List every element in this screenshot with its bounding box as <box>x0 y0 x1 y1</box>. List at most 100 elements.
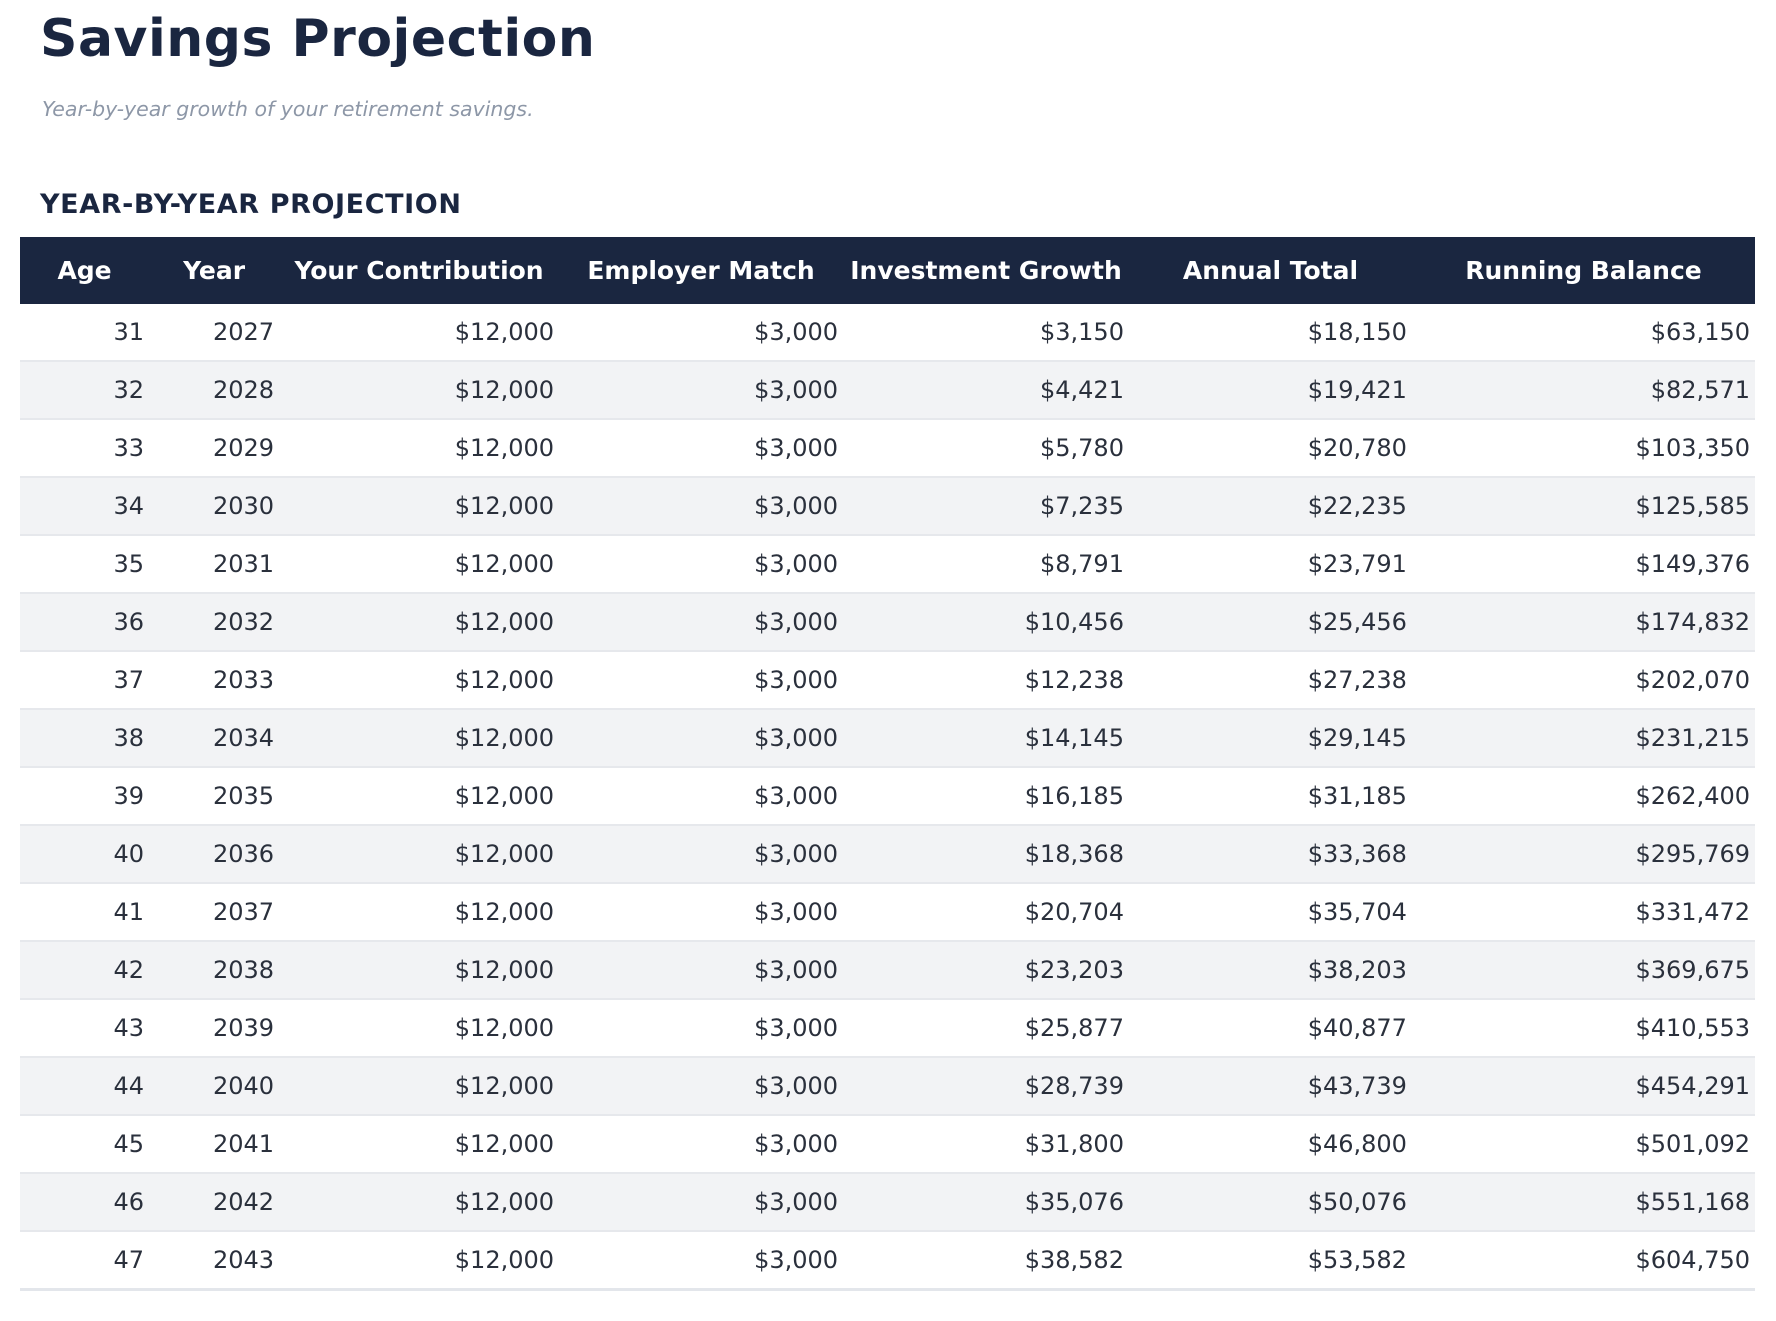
table-cell: $20,704 <box>843 883 1129 943</box>
table-row: 40 2036 $12,000 $3,000 $18,368 $33,368 $295,76… <box>20 825 1755 885</box>
table-cell: $3,000 <box>559 999 844 1059</box>
table-cell: $14,145 <box>843 709 1129 769</box>
column-header-investment-growth: Investment Growth <box>843 237 1129 305</box>
table-cell: $33,368 <box>1128 825 1412 885</box>
table-cell: $331,472 <box>1411 883 1755 943</box>
table-cell: $12,000 <box>279 999 560 1059</box>
table-cell: 33 <box>20 419 150 479</box>
table-cell: $12,000 <box>279 1231 560 1292</box>
table-row: 33 2029 $12,000 $3,000 $5,780 $20,780 $103,350 <box>20 419 1755 479</box>
table-cell: 2037 <box>149 883 280 943</box>
table-cell: $3,000 <box>559 883 844 943</box>
table-cell: 2041 <box>149 1115 280 1175</box>
table-body: 31 2027 $12,000 $3,000 $3,150 $18,150 $63,150 3… <box>20 304 1755 1292</box>
table-cell: 40 <box>20 825 150 885</box>
table-cell: 38 <box>20 709 150 769</box>
table-cell: $3,000 <box>559 593 844 653</box>
column-header-your-contribution: Your Contribution <box>279 237 560 305</box>
table-cell: $3,000 <box>559 477 844 537</box>
table-row: 37 2033 $12,000 $3,000 $12,238 $27,238 $202,07… <box>20 651 1755 711</box>
table-row: 47 2043 $12,000 $3,000 $38,582 $53,582 $604,75… <box>20 1231 1755 1292</box>
table-cell: 2038 <box>149 941 280 1001</box>
table-cell: 45 <box>20 1115 150 1175</box>
table-cell: $23,203 <box>843 941 1129 1001</box>
table-cell: 32 <box>20 361 150 421</box>
table-cell: $12,000 <box>279 304 560 363</box>
table-cell: 43 <box>20 999 150 1059</box>
table-cell: $231,215 <box>1411 709 1755 769</box>
table-row: 46 2042 $12,000 $3,000 $35,076 $50,076 $551,16… <box>20 1173 1755 1233</box>
table-cell: 44 <box>20 1057 150 1117</box>
table-cell: 42 <box>20 941 150 1001</box>
table-cell: $38,582 <box>843 1231 1129 1292</box>
table-cell: $12,000 <box>279 883 560 943</box>
table-cell: $43,739 <box>1128 1057 1412 1117</box>
table-cell: $12,000 <box>279 477 560 537</box>
table-cell: $174,832 <box>1411 593 1755 653</box>
table-cell: $31,800 <box>843 1115 1129 1175</box>
table-cell: $3,000 <box>559 709 844 769</box>
table-cell: $501,092 <box>1411 1115 1755 1175</box>
table-cell: $3,000 <box>559 651 844 711</box>
table-row: 32 2028 $12,000 $3,000 $4,421 $19,421 $82,571 <box>20 361 1755 421</box>
table-cell: $604,750 <box>1411 1231 1755 1292</box>
table-cell: $3,000 <box>559 361 844 421</box>
table-cell: $8,791 <box>843 535 1129 595</box>
column-header-running-balance: Running Balance <box>1411 237 1755 305</box>
table-cell: $149,376 <box>1411 535 1755 595</box>
table-cell: $3,000 <box>559 1173 844 1233</box>
table-cell: $12,000 <box>279 535 560 595</box>
table-cell: $3,000 <box>559 1231 844 1292</box>
table-row: 31 2027 $12,000 $3,000 $3,150 $18,150 $63,150 <box>20 304 1755 363</box>
table-row: 35 2031 $12,000 $3,000 $8,791 $23,791 $149,376 <box>20 535 1755 595</box>
table-header-row: Age Year Your Contribution Employer Matc… <box>20 237 1755 305</box>
table-cell: $3,000 <box>559 419 844 479</box>
table-cell: 34 <box>20 477 150 537</box>
table-cell: $7,235 <box>843 477 1129 537</box>
table-cell: $3,150 <box>843 304 1129 363</box>
projection-table: Age Year Your Contribution Employer Matc… <box>20 237 1755 1292</box>
table-row: 44 2040 $12,000 $3,000 $28,739 $43,739 $454,29… <box>20 1057 1755 1117</box>
column-header-annual-total: Annual Total <box>1128 237 1412 305</box>
table-cell: $12,000 <box>279 651 560 711</box>
table-cell: $125,585 <box>1411 477 1755 537</box>
table-cell: $16,185 <box>843 767 1129 827</box>
column-header-year: Year <box>149 237 280 305</box>
table-cell: 2027 <box>149 304 280 363</box>
table-cell: 2032 <box>149 593 280 653</box>
column-header-employer-match: Employer Match <box>559 237 844 305</box>
table-cell: $38,203 <box>1128 941 1412 1001</box>
column-header-age: Age <box>20 237 150 305</box>
table-cell: $3,000 <box>559 1057 844 1117</box>
table-cell: $5,780 <box>843 419 1129 479</box>
table-cell: $3,000 <box>559 941 844 1001</box>
table-cell: 37 <box>20 651 150 711</box>
table-cell: $25,456 <box>1128 593 1412 653</box>
table-cell: 39 <box>20 767 150 827</box>
table-cell: 41 <box>20 883 150 943</box>
table-cell: $10,456 <box>843 593 1129 653</box>
table-cell: $50,076 <box>1128 1173 1412 1233</box>
table-cell: $3,000 <box>559 304 844 363</box>
table-cell: $46,800 <box>1128 1115 1412 1175</box>
table-row: 38 2034 $12,000 $3,000 $14,145 $29,145 $231,21… <box>20 709 1755 769</box>
table-cell: $3,000 <box>559 825 844 885</box>
table-cell: $202,070 <box>1411 651 1755 711</box>
table-cell: $18,150 <box>1128 304 1412 363</box>
table-cell: $23,791 <box>1128 535 1412 595</box>
table-cell: $12,000 <box>279 1057 560 1117</box>
table-cell: $40,877 <box>1128 999 1412 1059</box>
table-cell: $29,145 <box>1128 709 1412 769</box>
table-cell: $12,000 <box>279 767 560 827</box>
table-row: 43 2039 $12,000 $3,000 $25,877 $40,877 $410,55… <box>20 999 1755 1059</box>
table-row: 39 2035 $12,000 $3,000 $16,185 $31,185 $262,40… <box>20 767 1755 827</box>
table-cell: 46 <box>20 1173 150 1233</box>
page-subtitle: Year-by-year growth of your retirement s… <box>42 96 534 121</box>
table-cell: 2029 <box>149 419 280 479</box>
table-cell: $18,368 <box>843 825 1129 885</box>
table-cell: $63,150 <box>1411 304 1755 363</box>
table-cell: 36 <box>20 593 150 653</box>
table-cell: $12,000 <box>279 419 560 479</box>
table-cell: $12,000 <box>279 361 560 421</box>
table-cell: $410,553 <box>1411 999 1755 1059</box>
